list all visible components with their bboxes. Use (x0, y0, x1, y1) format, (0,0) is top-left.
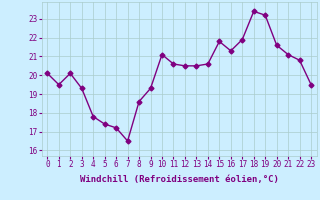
X-axis label: Windchill (Refroidissement éolien,°C): Windchill (Refroidissement éolien,°C) (80, 175, 279, 184)
